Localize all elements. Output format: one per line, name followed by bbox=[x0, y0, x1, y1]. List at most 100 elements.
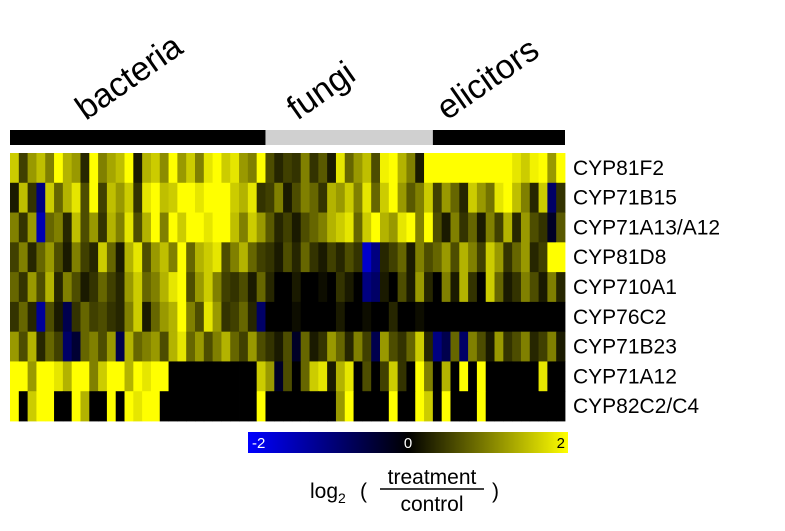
heatmap-cell bbox=[274, 212, 284, 243]
heatmap-cell bbox=[142, 242, 152, 273]
colorbar-tick-label: -2 bbox=[252, 435, 265, 452]
heatmap-cell bbox=[406, 301, 416, 333]
heatmap-cell bbox=[520, 301, 531, 333]
heatmap-cell bbox=[494, 331, 504, 362]
heatmap-cell bbox=[150, 182, 161, 213]
heatmap-cell bbox=[221, 153, 231, 184]
heatmap-cell bbox=[415, 182, 425, 213]
heatmap-cell bbox=[556, 212, 566, 243]
heatmap-cell bbox=[106, 182, 117, 213]
heatmap-cell bbox=[203, 212, 214, 243]
heatmap-cell bbox=[327, 391, 337, 422]
heatmap-cell bbox=[274, 153, 284, 184]
heatmap-cell bbox=[529, 272, 539, 303]
heatmap-cell bbox=[485, 182, 495, 213]
heatmap-cell bbox=[388, 331, 399, 362]
heatmap-cell bbox=[485, 361, 495, 392]
heatmap-cell bbox=[203, 272, 214, 303]
heatmap-cell bbox=[353, 391, 363, 422]
heatmap-cell bbox=[362, 242, 372, 273]
heatmap-cell bbox=[62, 212, 73, 243]
heatmap-cell bbox=[54, 212, 64, 243]
heatmap-cell bbox=[406, 391, 416, 422]
heatmap-cell bbox=[80, 331, 90, 362]
heatmap-cell bbox=[459, 272, 469, 303]
heatmap-cell bbox=[195, 153, 205, 184]
heatmap-cell bbox=[450, 361, 460, 392]
heatmap-cell bbox=[36, 153, 46, 184]
heatmap-cell bbox=[371, 361, 381, 392]
heatmap-cell bbox=[239, 153, 249, 184]
heatmap-cell bbox=[485, 153, 495, 184]
heatmap-cell bbox=[547, 361, 557, 392]
heatmap-cell bbox=[344, 301, 354, 333]
heatmap-cell bbox=[71, 153, 81, 184]
heatmap-cell bbox=[476, 242, 487, 273]
heatmap-cell bbox=[54, 331, 64, 362]
heatmap-cell bbox=[512, 391, 522, 422]
heatmap-cell bbox=[159, 272, 169, 303]
heatmap-cell bbox=[98, 331, 108, 362]
heatmap-cell bbox=[142, 272, 152, 303]
heatmap-cell bbox=[18, 153, 29, 184]
heatmap-cell bbox=[212, 272, 222, 303]
heatmap-cell bbox=[318, 242, 328, 273]
heatmap-cell bbox=[300, 272, 310, 303]
heatmap-cell bbox=[212, 182, 222, 213]
heatmap-cell bbox=[380, 153, 390, 184]
group-bars bbox=[10, 130, 565, 145]
heatmap-cell bbox=[239, 182, 249, 213]
heatmap-cell bbox=[468, 242, 478, 273]
heatmap-cell bbox=[98, 391, 108, 422]
heatmap-cell bbox=[335, 153, 346, 184]
heatmap-cell bbox=[397, 182, 407, 213]
gene-label: CYP710A1 bbox=[573, 276, 677, 299]
heatmap-cell bbox=[142, 391, 152, 422]
heatmap-cell bbox=[159, 301, 169, 333]
heatmap-cell bbox=[556, 391, 566, 422]
heatmap-cell bbox=[485, 331, 495, 362]
heatmap-cell bbox=[106, 242, 117, 273]
heatmap-cell bbox=[556, 153, 566, 184]
group-label-elicitors: elicitors bbox=[430, 30, 546, 127]
heatmap-cell bbox=[45, 153, 55, 184]
heatmap-cell bbox=[98, 153, 108, 184]
heatmap-cell bbox=[18, 361, 29, 392]
heatmap-cell bbox=[45, 391, 55, 422]
heatmap-cell bbox=[150, 212, 161, 243]
heatmap-cell bbox=[459, 331, 469, 362]
heatmap-cell bbox=[106, 272, 117, 303]
heatmap-cell bbox=[168, 361, 178, 392]
group-label-bacteria: bacteria bbox=[68, 27, 189, 128]
heatmap-cell bbox=[62, 301, 73, 333]
heatmap-cell bbox=[520, 331, 531, 362]
heatmap-cell bbox=[344, 182, 354, 213]
heatmap-cell bbox=[150, 391, 161, 422]
heatmap-cell bbox=[503, 301, 513, 333]
heatmap-cell bbox=[18, 391, 29, 422]
heatmap-cell bbox=[256, 182, 266, 213]
label-log: log bbox=[310, 480, 338, 503]
heatmap-cell bbox=[195, 182, 205, 213]
heatmap-cell bbox=[512, 331, 522, 362]
heatmap-cell bbox=[318, 331, 328, 362]
heatmap-cell bbox=[362, 391, 372, 422]
heatmap-cell bbox=[291, 361, 302, 392]
heatmap-cell bbox=[353, 153, 363, 184]
heatmap-cell bbox=[309, 212, 319, 243]
heatmap-cell bbox=[177, 242, 187, 273]
heatmap-cell bbox=[18, 212, 29, 243]
heatmap-cell bbox=[300, 361, 310, 392]
heatmap-cell bbox=[212, 361, 222, 392]
heatmap-cell bbox=[318, 153, 328, 184]
heatmap-cell bbox=[247, 212, 258, 243]
heatmap-cell bbox=[203, 153, 214, 184]
heatmap-cell bbox=[335, 391, 346, 422]
heatmap-cell bbox=[547, 242, 557, 273]
heatmap-cell bbox=[494, 361, 504, 392]
heatmap-cell bbox=[512, 212, 522, 243]
heatmap-cell bbox=[538, 361, 548, 392]
heatmap-cell bbox=[230, 391, 240, 422]
heatmap-cell bbox=[547, 331, 557, 362]
